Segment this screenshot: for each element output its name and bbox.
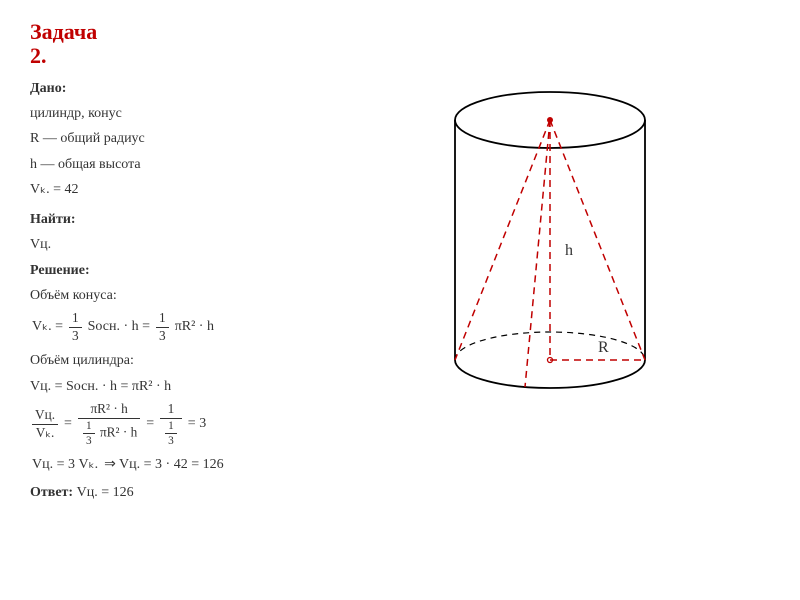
final-lhs: Vц. = 3 Vₖ. — [32, 454, 98, 476]
numerator: 1 — [156, 310, 169, 328]
eq-mid: Sосн. · h = — [88, 316, 150, 338]
cylinder-cone-diagram: h R — [410, 70, 690, 420]
eq-lhs: Vₖ. = — [32, 316, 63, 338]
denominator: 1 3 — [160, 419, 182, 448]
eq-tail: πR² · h — [175, 316, 214, 338]
cylinder-volume-label: Объём цилиндра: — [30, 350, 410, 372]
given-item: Vₖ. = 42 — [30, 179, 410, 201]
answer-label: Ответ: — [30, 485, 73, 500]
solution-heading: Решение: — [30, 260, 410, 282]
final-line: Vц. = 3 Vₖ. ⇒ Vц. = 3 · 42 = 126 — [30, 454, 410, 476]
numerator: 1 — [160, 401, 182, 419]
denominator: 3 — [69, 328, 82, 345]
diagram-container: h R — [410, 70, 770, 507]
cone-volume-label: Объём конуса: — [30, 285, 410, 307]
numerator: 1 — [69, 310, 82, 328]
fraction: 1 3 — [156, 310, 169, 344]
cone-edge-front — [525, 120, 550, 387]
eq-result: = 3 — [188, 413, 206, 435]
denominator: 3 — [165, 434, 177, 448]
given-item: R — общий радиус — [30, 128, 410, 150]
fraction: 1 1 3 — [160, 401, 182, 448]
cone-edge-right — [550, 120, 645, 360]
ratio-formula: Vц. Vₖ. = πR² · h 1 3 πR² · h = 1 — [30, 401, 410, 448]
eq-sign: = — [64, 413, 72, 435]
denominator: 3 — [156, 328, 169, 345]
find-heading: Найти: — [30, 209, 410, 231]
fraction: 1 3 — [69, 310, 82, 344]
eq-sign: = — [146, 413, 154, 435]
title-line-1: Задача — [30, 20, 770, 44]
numerator: 1 — [165, 419, 177, 434]
denominator: Vₖ. — [32, 425, 58, 442]
label-h: h — [565, 242, 573, 259]
answer-line: Ответ: Vц. = 126 — [30, 482, 410, 504]
answer-value: Vц. = 126 — [77, 485, 134, 500]
label-r: R — [598, 339, 609, 356]
given-heading: Дано: — [30, 78, 410, 100]
denominator: 1 3 πR² · h — [78, 419, 140, 448]
numerator: πR² · h — [78, 401, 140, 419]
fraction: πR² · h 1 3 πR² · h — [78, 401, 140, 448]
find-text: Vц. — [30, 234, 410, 256]
given-item: h — общая высота — [30, 154, 410, 176]
final-arrow: ⇒ Vц. = 3 · 42 = 126 — [104, 454, 224, 476]
cone-edge-left — [455, 120, 550, 360]
cone-formula: Vₖ. = 1 3 Sосн. · h = 1 3 πR² · h — [30, 310, 410, 344]
numerator: 1 — [83, 419, 95, 434]
cylinder-bottom-front — [455, 360, 645, 388]
given-item: цилиндр, конус — [30, 103, 410, 125]
left-column: Дано: цилиндр, конус R — общий радиус h … — [30, 70, 410, 507]
cylinder-formula: Vц. = Sосн. · h = πR² · h — [30, 376, 410, 398]
den-tail: πR² · h — [100, 424, 137, 439]
denominator: 3 — [83, 434, 95, 448]
nested-fraction: 1 3 — [165, 419, 177, 448]
nested-fraction: 1 3 — [83, 419, 95, 448]
title-line-2: 2. — [30, 44, 770, 68]
fraction: Vц. Vₖ. — [32, 407, 58, 441]
numerator: Vц. — [32, 407, 58, 425]
